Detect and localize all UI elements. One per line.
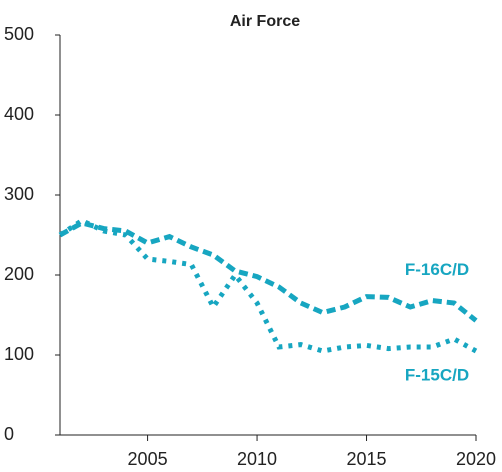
- series-label: F-15C/D: [405, 365, 469, 384]
- line: [58, 220, 478, 323]
- series-label: F-16C/D: [405, 260, 469, 279]
- x-tick-label: 2015: [347, 449, 387, 469]
- y-tick-label: 200: [4, 264, 34, 284]
- line: [58, 217, 478, 354]
- y-tick-label: 0: [4, 424, 14, 444]
- x-tick-label: 2010: [237, 449, 277, 469]
- y-tick-label: 300: [4, 184, 34, 204]
- y-tick-label: 100: [4, 344, 34, 364]
- x-tick-label: 2020: [456, 449, 496, 469]
- y-tick-label: 500: [4, 24, 34, 44]
- chart-title: Air Force: [230, 13, 300, 30]
- y-tick-label: 400: [4, 104, 34, 124]
- x-tick-label: 2005: [128, 449, 168, 469]
